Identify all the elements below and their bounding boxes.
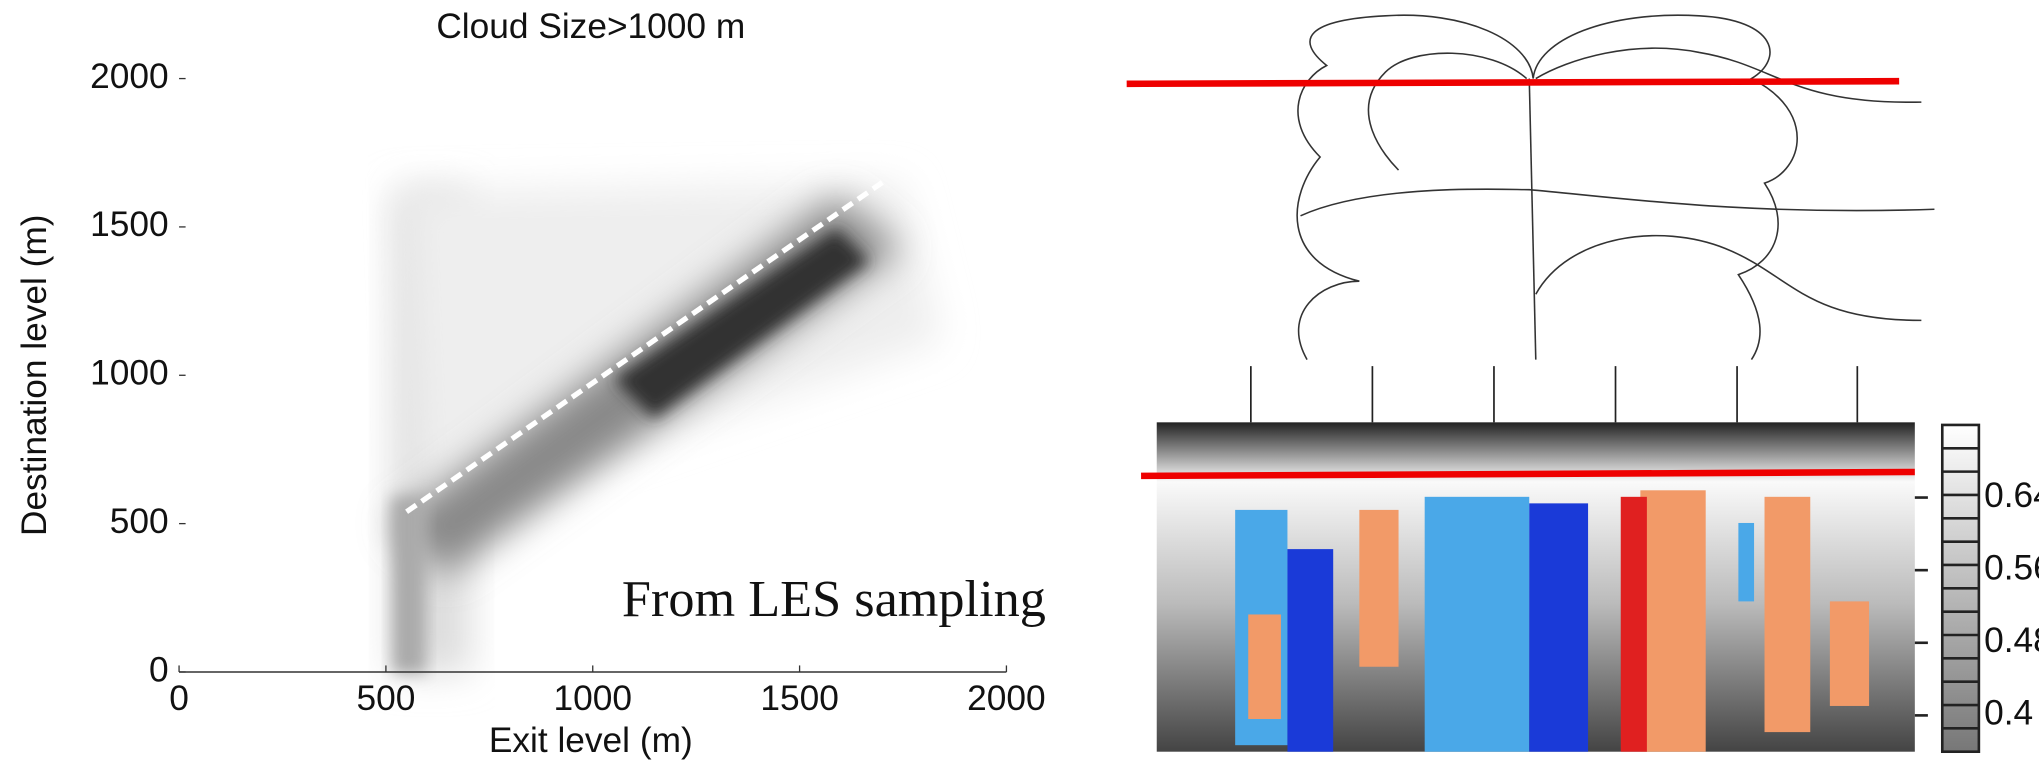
colorbar-tick-label: 0.64	[1984, 476, 2039, 515]
red-line	[1141, 468, 1915, 480]
y-tick-label: 0	[149, 650, 169, 689]
colorbar-tick-label: 0.4	[1984, 694, 2033, 733]
y-tick-label: 500	[110, 502, 169, 541]
x-tick-label: 500	[356, 679, 415, 718]
les-field	[1141, 422, 1915, 752]
density-cloud	[392, 183, 942, 674]
x-tick-label: 0	[169, 679, 189, 718]
x-tick-label: 1000	[553, 679, 632, 718]
chart-title: Cloud Size>1000 m	[436, 7, 745, 46]
y-tick-label: 2000	[90, 57, 168, 96]
x-tick-label: 1500	[760, 679, 839, 718]
y-tick-label: 1500	[90, 205, 168, 244]
y-tick-label: 1000	[90, 354, 168, 393]
x-tick-label: 2000	[967, 679, 1046, 718]
colorbar-tick-label: 0.56	[1984, 548, 2039, 587]
x-axis-label: Exit level (m)	[489, 721, 693, 760]
dashed-line	[405, 180, 884, 514]
annotation: From LES sampling	[622, 570, 1046, 628]
colorbar-tick-label: 0.48	[1984, 621, 2039, 660]
y-axis-label: Destination level (m)	[15, 214, 54, 536]
red-line	[1126, 77, 1900, 88]
cloud-diagram	[1126, 14, 1935, 423]
